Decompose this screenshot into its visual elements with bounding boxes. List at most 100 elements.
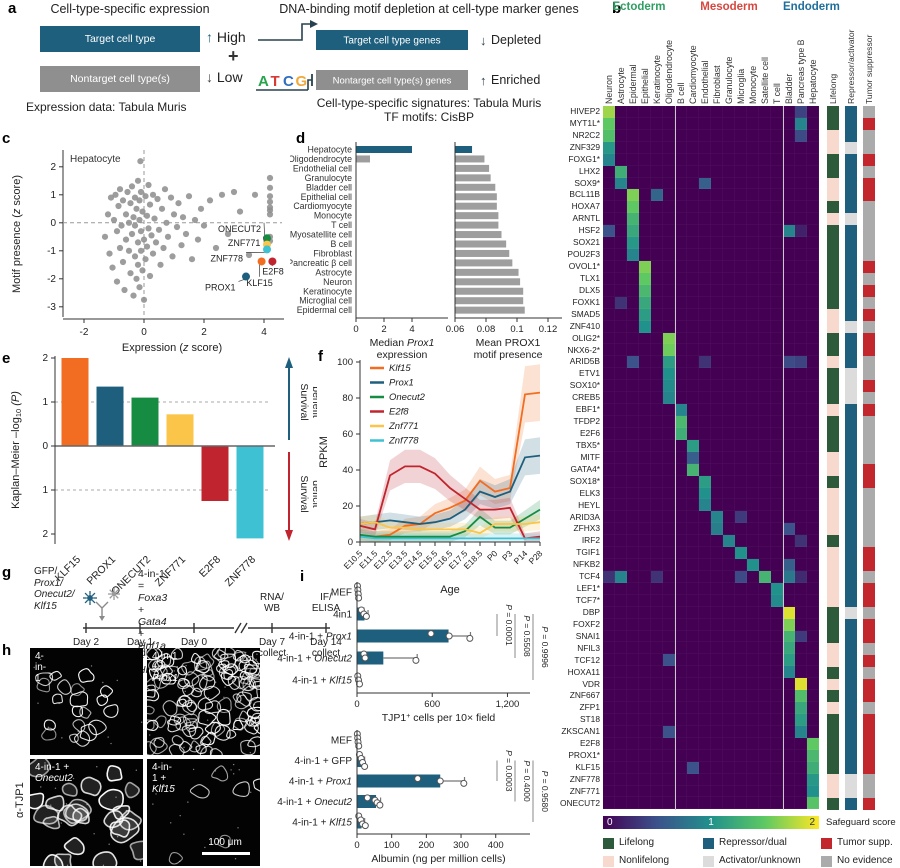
y-tick-label: 0 xyxy=(348,537,353,548)
lifelong-annotation xyxy=(827,153,839,166)
scatter-point xyxy=(163,219,170,226)
cell-outline xyxy=(189,740,201,753)
heatmap-cell xyxy=(771,582,783,595)
gene-label: NFIL3 xyxy=(577,642,600,653)
enriched-arrow-icon: ↑ xyxy=(480,73,487,88)
repressor-annotation xyxy=(845,249,857,262)
heatmap-cell xyxy=(615,415,627,428)
heatmap-cell xyxy=(807,106,819,118)
heatmap-cell xyxy=(651,249,663,261)
repressor-annotation xyxy=(845,535,857,548)
heatmap-cell xyxy=(735,535,747,548)
y-tick-label: 0 xyxy=(42,441,48,452)
heatmap-cell xyxy=(723,463,735,476)
heatmap-cell xyxy=(783,153,795,166)
cell-outline xyxy=(201,669,215,682)
speck xyxy=(183,833,185,835)
cell-outline xyxy=(124,781,140,799)
repressor-annotation xyxy=(845,308,857,321)
heatmap-cell xyxy=(735,511,747,524)
cell-outline xyxy=(69,691,89,708)
scatter-point xyxy=(136,197,143,204)
heatmap-cell xyxy=(663,189,675,202)
heatmap-cell xyxy=(675,439,687,452)
heatmap-cell xyxy=(615,344,627,357)
heatmap-cell xyxy=(687,714,699,726)
heatmap-cell xyxy=(759,618,771,631)
heatmap-cell xyxy=(711,201,723,214)
heatmap-cell xyxy=(651,439,663,452)
category-label: Hepatocyte xyxy=(308,145,353,155)
heatmap-cell xyxy=(783,702,795,715)
heatmap-cell xyxy=(651,714,663,726)
panel-e-label: e xyxy=(2,350,11,367)
heatmap-cell xyxy=(663,642,675,655)
heatmap-cell xyxy=(735,106,747,118)
heatmap-cell xyxy=(639,117,651,130)
speck xyxy=(156,648,158,651)
repressor-annotation xyxy=(845,475,857,488)
gene-label: DLX5 xyxy=(579,284,600,295)
heatmap-cell xyxy=(735,308,747,321)
tumor-annotation xyxy=(863,296,875,309)
motif-bar xyxy=(455,193,497,201)
repressor-annotation xyxy=(845,738,857,751)
x-tick-label: 0 xyxy=(354,840,359,851)
cell-outline xyxy=(147,741,157,755)
heatmap-cell xyxy=(663,749,675,762)
heatmap-cell xyxy=(771,725,783,738)
speck xyxy=(157,666,160,668)
heatmap-cell xyxy=(759,225,771,238)
heatmap-cell xyxy=(735,260,747,273)
lifelong-annotation xyxy=(827,642,839,655)
speck xyxy=(47,726,50,729)
gene-label: ZFP1 xyxy=(579,702,600,713)
scatter-point xyxy=(139,267,146,274)
heatmap-cell xyxy=(771,404,783,416)
gene-label: TFDP2 xyxy=(573,416,600,427)
heatmap-cell xyxy=(783,773,795,786)
legend-swatch-lifelong xyxy=(603,837,614,849)
heatmap-cell xyxy=(711,654,723,667)
scatter-point xyxy=(134,261,142,268)
heatmap-cell xyxy=(807,499,819,512)
cell-outline xyxy=(112,804,131,820)
heatmap-cell xyxy=(687,785,699,798)
heatmap-cell xyxy=(783,129,795,142)
heatmap-cell xyxy=(759,463,771,476)
heatmap-cell xyxy=(687,690,699,703)
heatmap-cell xyxy=(603,559,615,571)
km-bar xyxy=(236,446,264,539)
heatmap-cell xyxy=(603,272,615,285)
heatmap-cell xyxy=(699,189,711,202)
tumor-annotation xyxy=(863,571,875,584)
heatmap-cell xyxy=(639,260,651,273)
heatmap-cell xyxy=(663,177,675,190)
heatmap-cell xyxy=(759,570,771,583)
heatmap-cell xyxy=(807,749,819,762)
heatmap-cell xyxy=(735,332,747,345)
heatmap-cell xyxy=(723,547,735,560)
cell-outline xyxy=(209,748,223,755)
heatmap-cell xyxy=(639,404,651,416)
heatmap-cell xyxy=(711,427,723,440)
heatmap-cell xyxy=(687,725,699,738)
gene-label: FOXK1 xyxy=(572,296,600,307)
heatmap-cell xyxy=(675,332,687,345)
cell-outline xyxy=(197,710,217,726)
speck xyxy=(125,809,128,812)
heatmap-cell xyxy=(795,141,807,154)
heatmap-cell xyxy=(651,404,663,416)
heatmap-cell xyxy=(723,356,735,369)
heatmap-cell xyxy=(615,797,627,810)
heatmap-cell xyxy=(651,451,663,464)
leader-line xyxy=(238,279,245,282)
heatmap-cell xyxy=(663,356,675,369)
germ-separator xyxy=(674,106,676,810)
scatter-point xyxy=(134,239,142,246)
cell-outline xyxy=(217,834,231,849)
heatmap-cell xyxy=(663,666,675,679)
heatmap-cell xyxy=(639,714,651,726)
heatmap-cell xyxy=(795,320,807,333)
